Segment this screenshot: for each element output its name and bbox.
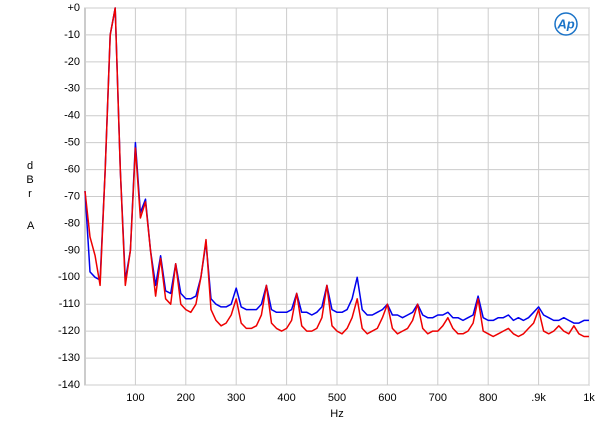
logo-ring xyxy=(554,12,578,36)
x-tick-label: 100 xyxy=(126,392,144,404)
x-tick-label: 300 xyxy=(227,392,245,404)
x-tick-label: 700 xyxy=(429,392,447,404)
y-tick-label: -60 xyxy=(64,163,80,175)
x-axis-label: Hz xyxy=(330,408,343,420)
x-tick-label: 500 xyxy=(328,392,346,404)
y-tick-label: -70 xyxy=(64,190,80,202)
series-line xyxy=(84,7,589,324)
y-tick-label: -10 xyxy=(64,29,80,41)
x-tick-label: .9k xyxy=(531,392,546,404)
y-tick-label: +0 xyxy=(67,2,80,14)
x-tick-label: 600 xyxy=(378,392,396,404)
y-tick-label: -20 xyxy=(64,56,80,68)
y-tick-label: -30 xyxy=(64,83,80,95)
y-axis-unit: A xyxy=(27,220,35,232)
y-tick-label: -50 xyxy=(64,137,80,149)
y-tick-label: -110 xyxy=(59,298,80,310)
series-line xyxy=(84,7,589,338)
y-tick-label: -90 xyxy=(64,244,80,256)
y-tick-label: -100 xyxy=(58,271,80,283)
logo: Ap xyxy=(556,16,574,31)
x-tick-label: 400 xyxy=(277,392,295,404)
y-tick-label: -120 xyxy=(58,325,80,337)
y-axis-label: dBr xyxy=(24,160,36,202)
y-tick-label: -40 xyxy=(64,110,80,122)
x-tick-label: 800 xyxy=(479,392,497,404)
y-tick-label: -130 xyxy=(58,352,80,364)
y-tick-label: -140 xyxy=(58,379,80,391)
x-tick-label: 200 xyxy=(177,392,195,404)
x-tick-label: 1k xyxy=(583,392,595,404)
y-tick-label: -80 xyxy=(64,217,80,229)
